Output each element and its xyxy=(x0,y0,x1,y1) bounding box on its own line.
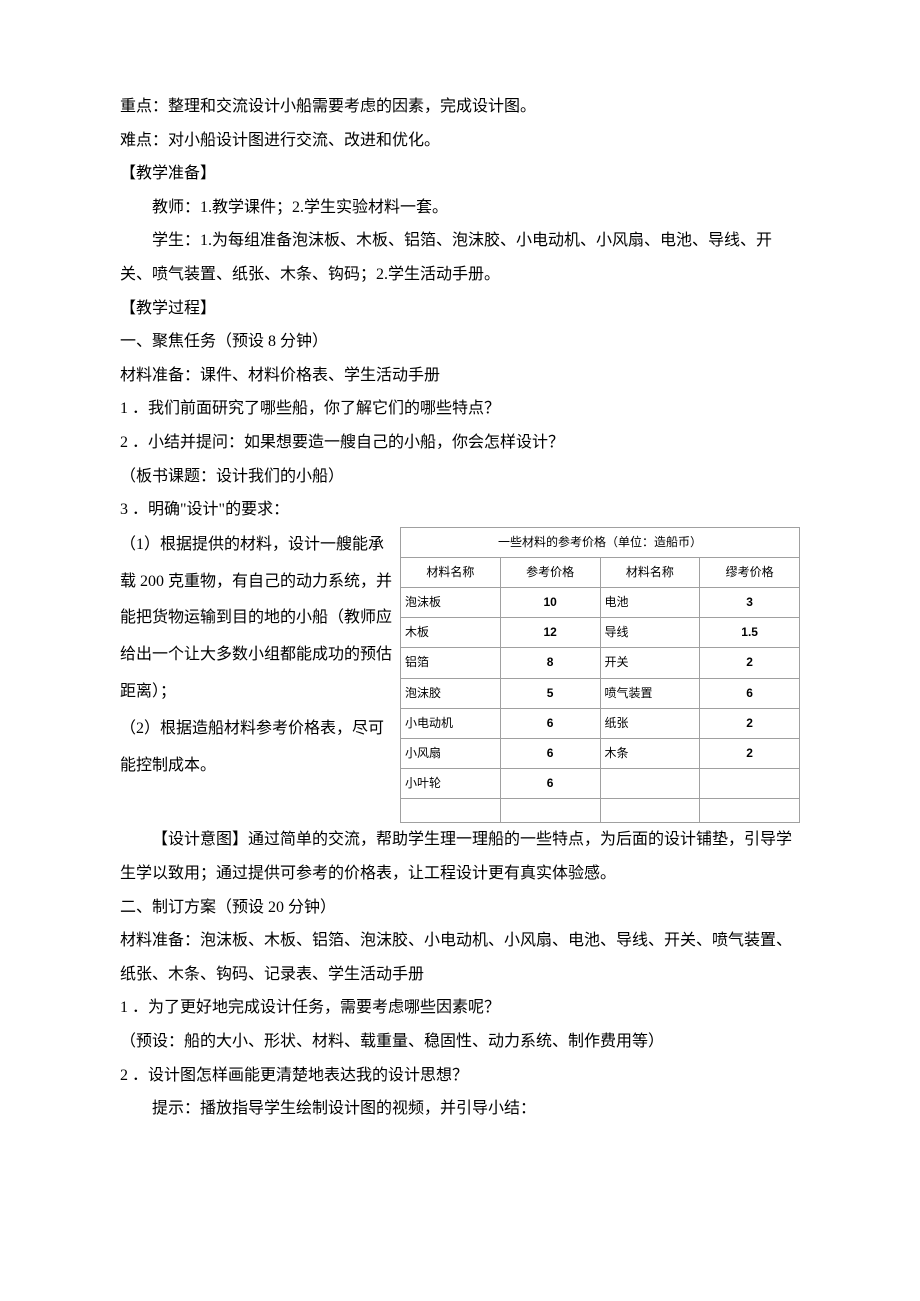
table-cell: 木条 xyxy=(600,739,700,769)
table-row: 木板 12 导线 1.5 xyxy=(401,618,800,648)
table-cell: 6 xyxy=(500,708,600,738)
table-cell: 6 xyxy=(700,678,800,708)
table-header: 参考价格 xyxy=(500,557,600,587)
table-header: 缪考价格 xyxy=(700,557,800,587)
sec1-materials: 材料准备：课件、材料价格表、学生活动手册 xyxy=(120,359,800,393)
sec2-materials: 材料准备：泡沫板、木板、铝箔、泡沫胶、小电动机、小风扇、电池、导线、开关、喷气装… xyxy=(120,924,800,991)
table-header: 材料名称 xyxy=(600,557,700,587)
table-cell: 泡沫胶 xyxy=(401,678,501,708)
sec2-title: 二、制订方案（预设 20 分钟） xyxy=(120,891,800,925)
table-cell: 导线 xyxy=(600,618,700,648)
sec1-board: （板书课题：设计我们的小船） xyxy=(120,460,800,494)
table-cell: 6 xyxy=(500,739,600,769)
sec1-q2: 2 ．小结并提问：如果想要造一艘自己的小船，你会怎样设计？ xyxy=(120,426,800,460)
table-row: 小叶轮 6 xyxy=(401,769,800,799)
focus-point: 重点：整理和交流设计小船需要考虑的因素，完成设计图。 xyxy=(120,90,800,124)
prep-student: 学生：1.为每组准备泡沫板、木板、铝箔、泡沫胶、小电动机、小风扇、电池、导线、开… xyxy=(120,224,800,291)
table-cell: 10 xyxy=(500,588,600,618)
table-cell: 小风扇 xyxy=(401,739,501,769)
table-row: 小电动机 6 纸张 2 xyxy=(401,708,800,738)
prep-teacher: 教师：1.教学课件；2.学生实验材料一套。 xyxy=(120,191,800,225)
sec1-intent: 【设计意图】通过简单的交流，帮助学生理一理船的一些特点，为后面的设计铺垫，引导学… xyxy=(120,823,800,890)
table-cell: 小电动机 xyxy=(401,708,501,738)
table-cell xyxy=(700,799,800,823)
table-cell: 12 xyxy=(500,618,600,648)
table-cell: 5 xyxy=(500,678,600,708)
table-row: 铝箔 8 开关 2 xyxy=(401,648,800,678)
table-cell xyxy=(600,769,700,799)
sec2-hint: 提示：播放指导学生绘制设计图的视频，并引导小结： xyxy=(120,1092,800,1126)
table-cell: 泡沫板 xyxy=(401,588,501,618)
difficulty-point: 难点：对小船设计图进行交流、改进和优化。 xyxy=(120,124,800,158)
table-cell xyxy=(401,799,501,823)
table-cell: 2 xyxy=(700,648,800,678)
price-table: 一些材料的参考价格（单位：造船币） 材料名称 参考价格 材料名称 缪考价格 泡沫… xyxy=(400,527,800,824)
table-cell: 小叶轮 xyxy=(401,769,501,799)
sec1-req2: （2）根据造船材料参考价格表，尽可能控制成本。 xyxy=(120,711,392,785)
table-cell: 木板 xyxy=(401,618,501,648)
sec1-q3: 3 ．明确"设计"的要求： xyxy=(120,493,800,527)
table-cell: 1.5 xyxy=(700,618,800,648)
table-cell xyxy=(600,799,700,823)
table-cell xyxy=(500,799,600,823)
table-row: 泡沫板 10 电池 3 xyxy=(401,588,800,618)
sec1-req1: （1）根据提供的材料，设计一艘能承载 200 克重物，有自己的动力系统，并能把货… xyxy=(120,527,392,711)
table-cell: 电池 xyxy=(600,588,700,618)
table-cell: 3 xyxy=(700,588,800,618)
prep-heading: 【教学准备】 xyxy=(120,157,800,191)
sec2-q2: 2 ．设计图怎样画能更清楚地表达我的设计思想？ xyxy=(120,1059,800,1093)
table-row: 小风扇 6 木条 2 xyxy=(401,739,800,769)
sec2-preset: （预设：船的大小、形状、材料、载重量、稳固性、动力系统、制作费用等） xyxy=(120,1025,800,1059)
table-row: 泡沫胶 5 喷气装置 6 xyxy=(401,678,800,708)
table-cell: 6 xyxy=(500,769,600,799)
table-row xyxy=(401,799,800,823)
table-header: 材料名称 xyxy=(401,557,501,587)
sec1-q1: 1 ．我们前面研究了哪些船，你了解它们的哪些特点？ xyxy=(120,392,800,426)
table-cell: 纸张 xyxy=(600,708,700,738)
table-cell: 铝箔 xyxy=(401,648,501,678)
table-title: 一些材料的参考价格（单位：造船币） xyxy=(401,527,800,557)
process-heading: 【教学过程】 xyxy=(120,292,800,326)
table-cell: 2 xyxy=(700,708,800,738)
sec1-title: 一、聚焦任务（预设 8 分钟） xyxy=(120,325,800,359)
table-cell: 喷气装置 xyxy=(600,678,700,708)
table-cell: 2 xyxy=(700,739,800,769)
sec2-q1: 1 ．为了更好地完成设计任务，需要考虑哪些因素呢？ xyxy=(120,991,800,1025)
table-cell: 8 xyxy=(500,648,600,678)
table-cell xyxy=(700,769,800,799)
table-cell: 开关 xyxy=(600,648,700,678)
